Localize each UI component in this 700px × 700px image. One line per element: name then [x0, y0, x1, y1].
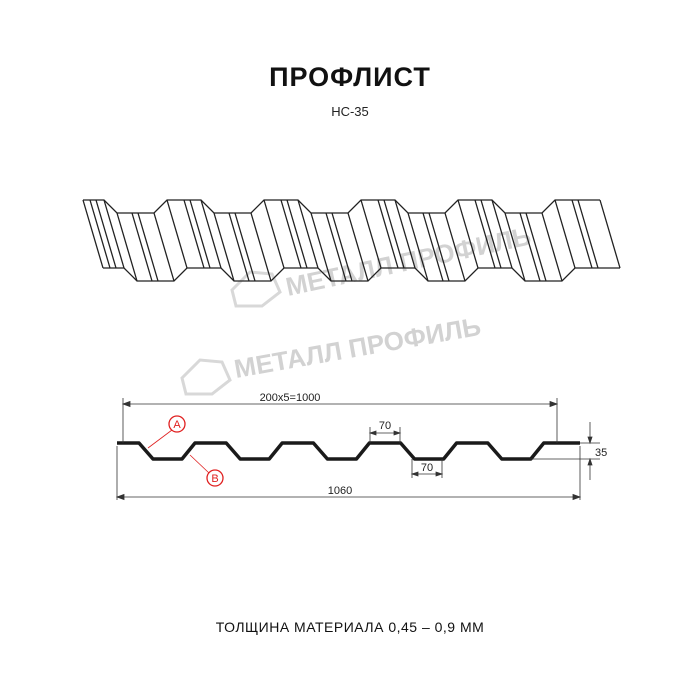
- perspective-sheet-drawing: [82, 199, 621, 282]
- sheet-rib-line: [228, 212, 250, 282]
- sheet-rib-line: [137, 212, 159, 282]
- sheet-fold-line: [554, 199, 576, 269]
- material-thickness-note: ТОЛЩИНА МАТЕРИАЛА 0,45 – 0,9 ММ: [215, 619, 485, 635]
- sheet-fold-line: [166, 199, 188, 269]
- watermark-text-2: МЕТАЛЛ ПРОФИЛЬ: [232, 311, 483, 384]
- callout-b-label: B: [211, 473, 218, 485]
- dim-bottom-width: 70: [421, 462, 433, 474]
- sheet-rib-line: [519, 212, 541, 282]
- sheet-rib-line: [577, 199, 599, 269]
- sheet-top-edge: [83, 199, 600, 214]
- sheet-fold-line: [541, 212, 563, 282]
- sheet-rib-line: [422, 212, 444, 282]
- callout-a: A: [147, 415, 186, 449]
- sheet-rib-line: [480, 199, 502, 269]
- sheet-rib-line: [131, 212, 153, 282]
- sheet-rib-line: [383, 199, 405, 269]
- sheet-fold-line: [491, 199, 513, 269]
- sheet-fold-line: [200, 199, 222, 269]
- sheet-rib-line: [474, 199, 496, 269]
- sheet-fold-line: [504, 212, 526, 282]
- watermark-logo-1: МЕТАЛЛ ПРОФИЛЬ: [230, 221, 534, 308]
- sheet-fold-line: [360, 199, 382, 269]
- sheet-fold-line: [263, 199, 285, 269]
- sheet-rib-line: [286, 199, 308, 269]
- sheet-rib-line: [428, 212, 450, 282]
- sheet-rib-line: [234, 212, 256, 282]
- dimension-lines: [115, 398, 600, 501]
- sheet-fold-line: [310, 212, 332, 282]
- page-subtitle: НС-35: [331, 104, 369, 119]
- dim-top-width: 70: [379, 420, 391, 432]
- sheet-fold-line: [407, 212, 429, 282]
- sheet-bottom-edge: [103, 267, 620, 282]
- sheet-rib-line: [377, 199, 399, 269]
- sheet-fold-line: [457, 199, 479, 269]
- sheet-fold-line: [444, 212, 466, 282]
- callout-a-label: A: [173, 419, 181, 431]
- watermark-text-1: МЕТАЛЛ ПРОФИЛЬ: [283, 221, 534, 302]
- sheet-rib-line: [95, 199, 117, 269]
- watermark-logo-2: МЕТАЛЛ ПРОФИЛЬ: [180, 311, 483, 396]
- dim-height: 35: [595, 447, 607, 459]
- sheet-rib-line: [331, 212, 353, 282]
- sheet-fold-line: [599, 199, 621, 269]
- sheet-rib-line: [280, 199, 302, 269]
- sheet-fold-line: [347, 212, 369, 282]
- sheet-fold-line: [213, 212, 235, 282]
- sheet-fold-line: [103, 199, 125, 269]
- sheet-fold-line: [297, 199, 319, 269]
- sheet-fold-line: [394, 199, 416, 269]
- sheet-rib-line: [89, 199, 111, 269]
- sheet-fold-line: [116, 212, 138, 282]
- page-title: ПРОФЛИСТ: [269, 62, 431, 92]
- sheet-fold-line: [153, 212, 175, 282]
- dim-pitch-total: 200x5=1000: [260, 392, 321, 404]
- cross-section-profile: [117, 441, 580, 461]
- callout-b: B: [189, 454, 224, 487]
- sheet-rib-line: [183, 199, 205, 269]
- dim-total-width: 1060: [328, 485, 352, 497]
- sheet-rib-line: [189, 199, 211, 269]
- sheet-fold-line: [250, 212, 272, 282]
- sheet-rib-line: [525, 212, 547, 282]
- sheet-rib-line: [325, 212, 347, 282]
- sheet-fold-line: [82, 199, 104, 269]
- sheet-rib-line: [571, 199, 593, 269]
